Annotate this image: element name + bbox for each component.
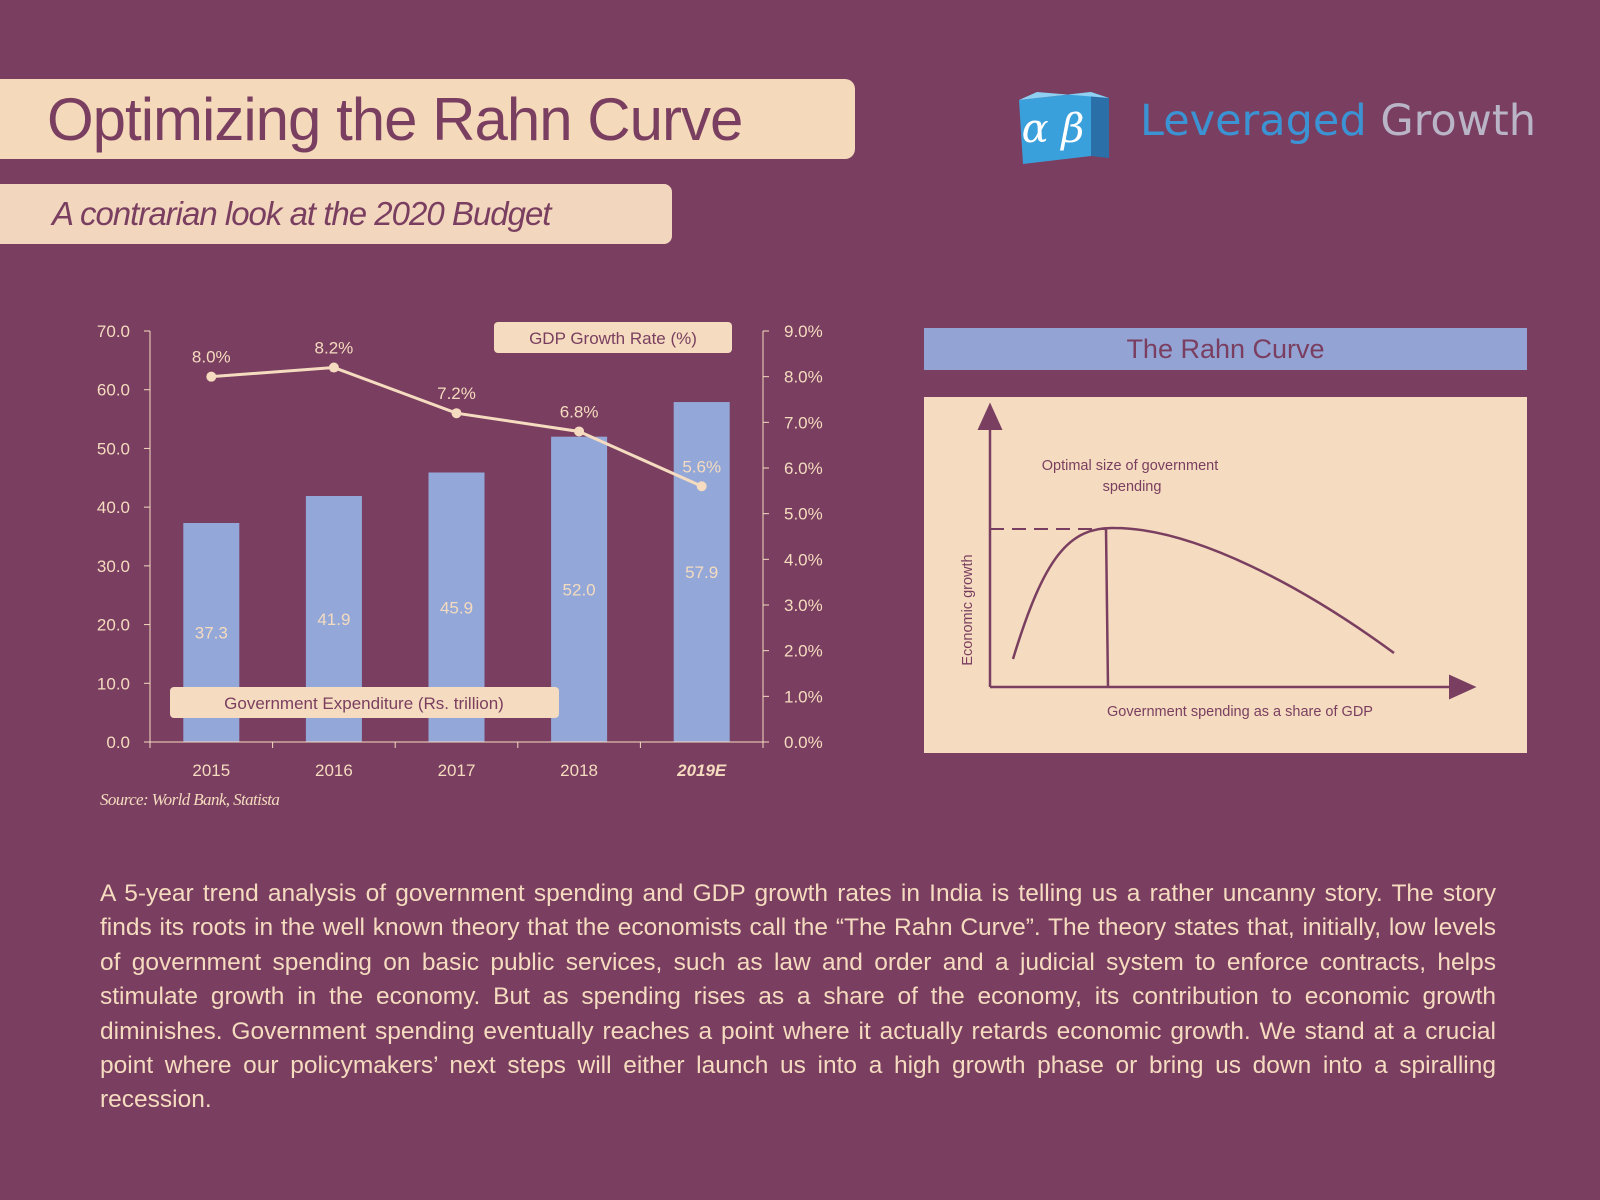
right-tick-label: 1.0% [784,687,823,706]
gdp-growth-point [696,481,707,492]
x-category-label: 2019E [676,761,727,780]
right-tick-label: 6.0% [784,459,823,478]
gdp-growth-point [451,408,462,419]
rahn-x-label: Government spending as a share of GDP [1107,704,1373,720]
right-tick-label: 9.0% [784,322,823,341]
expenditure-legend-box [170,687,559,718]
gdp-growth-point [206,371,217,382]
bar-value-label: 45.9 [440,598,473,617]
source-note: Source: World Bank, Statista [100,790,280,809]
bar-2018 [551,436,608,742]
expenditure-legend-label: Government Expenditure (Rs. trillion) [224,694,504,713]
body-paragraph: A 5-year trend analysis of government sp… [100,880,1496,1114]
right-tick-label: 0.0% [784,733,823,752]
rahn-curve-line [1011,526,1395,660]
gdp-value-label: 8.0% [192,348,231,367]
rahn-y-label: Economic growth [960,554,976,665]
page-subtitle: A contrarian look at the 2020 Budget [52,195,551,232]
gdp-value-label: 6.8% [560,402,599,421]
gdp-growth-point [574,426,585,437]
gdp-value-label: 5.6% [682,457,721,476]
subtitle-banner: A contrarian look at the 2020 Budget [0,184,672,244]
left-tick-label: 60.0 [97,381,130,400]
gdp-growth-point [328,362,339,373]
left-tick-label: 70.0 [97,322,130,341]
bar-value-label: 37.3 [195,623,228,642]
rahn-curve-diagram: Optimal size of government spending Gove… [960,402,1477,720]
optimal-vertical-line [1104,528,1110,688]
x-category-label: 2015 [192,761,230,780]
rahn-annotation: Optimal size of government spending [1042,458,1223,495]
left-tick-label: 20.0 [97,616,130,635]
right-tick-label: 4.0% [784,550,823,569]
gdp-value-label: 7.2% [437,384,476,403]
left-tick-label: 10.0 [97,674,130,693]
right-tick-label: 7.0% [784,413,823,432]
right-tick-label: 8.0% [784,368,823,387]
alpha-beta-cube-icon: α β [1019,92,1109,164]
left-tick-label: 50.0 [97,439,130,458]
rahn-annotation-line-2: spending [1103,479,1162,495]
bar-2019E [673,402,730,742]
gdp-value-label: 8.2% [315,339,354,358]
title-banner: Optimizing the Rahn Curve [0,79,855,159]
gdp-legend-box [494,322,732,353]
x-category-label: 2016 [315,761,353,780]
bar-value-label: 52.0 [563,580,596,599]
bar-value-label: 57.9 [685,563,718,582]
left-tick-label: 0.0 [106,733,130,752]
right-tick-label: 5.0% [784,505,823,524]
logo-word-2: Growth [1380,96,1536,146]
page-title: Optimizing the Rahn Curve [47,86,743,153]
bar-value-label: 41.9 [317,610,350,629]
logo-wordmark: Leveraged Growth [1140,96,1536,146]
x-category-label: 2018 [560,761,598,780]
left-tick-label: 40.0 [97,498,130,517]
logo-word-1: Leveraged [1140,96,1367,146]
logo-symbols: α β [1022,106,1085,152]
gdp-legend-label: GDP Growth Rate (%) [529,329,697,348]
rahn-annotation-line-1: Optimal size of government [1042,458,1219,474]
rahn-curve-title: The Rahn Curve [924,328,1527,370]
rahn-curve-box: Optimal size of government spending Gove… [924,397,1527,753]
x-category-label: 2017 [438,761,476,780]
left-tick-label: 30.0 [97,557,130,576]
right-tick-label: 3.0% [784,596,823,615]
right-tick-label: 2.0% [784,642,823,661]
